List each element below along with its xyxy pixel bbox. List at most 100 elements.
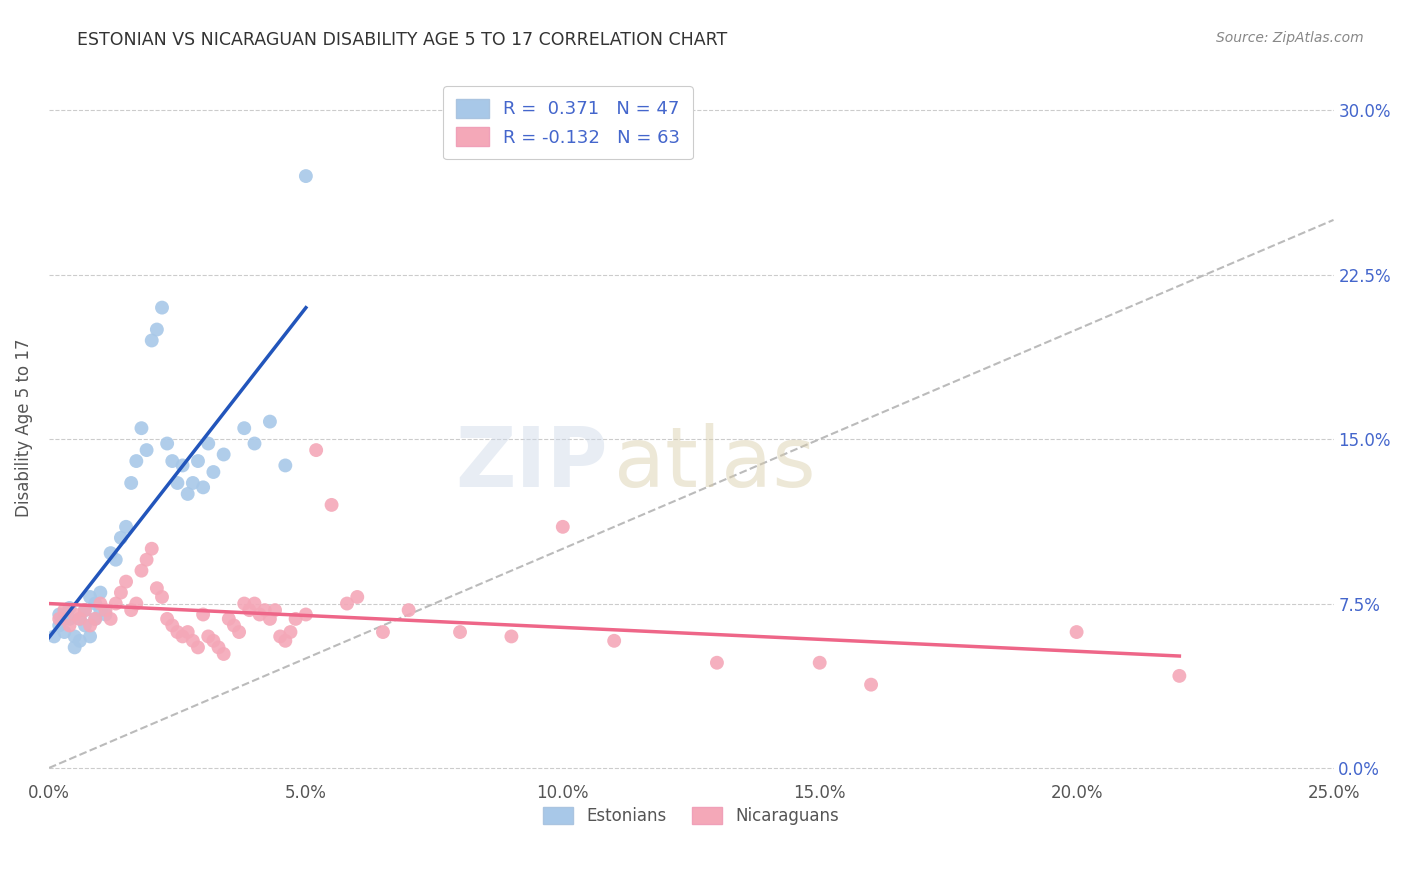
Point — [233, 421, 256, 435]
Point — [146, 581, 169, 595]
Point — [249, 607, 271, 622]
Point — [84, 597, 107, 611]
Point — [501, 629, 523, 643]
Point — [1066, 625, 1088, 640]
Point — [69, 612, 91, 626]
Point — [269, 629, 291, 643]
Point — [259, 415, 281, 429]
Point — [84, 612, 107, 626]
Point — [207, 640, 229, 655]
Point — [243, 436, 266, 450]
Point — [100, 612, 122, 626]
Point — [243, 597, 266, 611]
Point — [166, 625, 188, 640]
Y-axis label: Disability Age 5 to 17: Disability Age 5 to 17 — [15, 339, 32, 517]
Point — [53, 612, 76, 626]
Point — [177, 487, 200, 501]
Point — [860, 678, 883, 692]
Point — [181, 633, 204, 648]
Point — [305, 443, 328, 458]
Point — [295, 169, 318, 183]
Legend: Estonians, Nicaraguans: Estonians, Nicaraguans — [536, 799, 848, 834]
Point — [110, 531, 132, 545]
Point — [191, 480, 214, 494]
Point — [73, 603, 96, 617]
Point — [449, 625, 471, 640]
Point — [264, 603, 287, 617]
Point — [48, 618, 70, 632]
Point — [150, 301, 173, 315]
Point — [120, 603, 142, 617]
Point — [94, 603, 117, 617]
Point — [73, 618, 96, 632]
Point — [58, 618, 80, 632]
Point — [187, 640, 209, 655]
Point — [284, 612, 307, 626]
Point — [42, 629, 65, 643]
Point — [321, 498, 343, 512]
Point — [69, 612, 91, 626]
Point — [371, 625, 394, 640]
Point — [53, 625, 76, 640]
Point — [48, 607, 70, 622]
Point — [125, 454, 148, 468]
Point — [603, 633, 626, 648]
Point — [212, 647, 235, 661]
Point — [156, 612, 179, 626]
Point — [79, 618, 101, 632]
Text: ESTONIAN VS NICARAGUAN DISABILITY AGE 5 TO 17 CORRELATION CHART: ESTONIAN VS NICARAGUAN DISABILITY AGE 5 … — [77, 31, 727, 49]
Text: ZIP: ZIP — [456, 423, 607, 504]
Point — [156, 436, 179, 450]
Point — [202, 465, 225, 479]
Point — [135, 552, 157, 566]
Point — [63, 640, 86, 655]
Point — [280, 625, 302, 640]
Point — [187, 454, 209, 468]
Point — [141, 541, 163, 556]
Point — [191, 607, 214, 622]
Point — [197, 629, 219, 643]
Point — [146, 322, 169, 336]
Point — [398, 603, 420, 617]
Point — [346, 590, 368, 604]
Point — [228, 625, 250, 640]
Point — [58, 601, 80, 615]
Point — [177, 625, 200, 640]
Point — [181, 475, 204, 490]
Point — [197, 436, 219, 450]
Point — [706, 656, 728, 670]
Point — [551, 520, 574, 534]
Point — [63, 629, 86, 643]
Point — [89, 597, 111, 611]
Point — [79, 590, 101, 604]
Point — [69, 633, 91, 648]
Point — [53, 603, 76, 617]
Point — [89, 585, 111, 599]
Point — [150, 590, 173, 604]
Point — [89, 603, 111, 617]
Point — [79, 629, 101, 643]
Point — [274, 458, 297, 473]
Point — [110, 585, 132, 599]
Point — [233, 597, 256, 611]
Point — [172, 458, 194, 473]
Point — [135, 443, 157, 458]
Point — [100, 546, 122, 560]
Point — [58, 612, 80, 626]
Point — [295, 607, 318, 622]
Point — [336, 597, 359, 611]
Point — [115, 520, 138, 534]
Point — [162, 454, 184, 468]
Point — [125, 597, 148, 611]
Point — [141, 334, 163, 348]
Point — [120, 475, 142, 490]
Point — [48, 612, 70, 626]
Point — [166, 475, 188, 490]
Point — [131, 564, 153, 578]
Text: atlas: atlas — [614, 423, 815, 504]
Point — [808, 656, 831, 670]
Point — [104, 597, 127, 611]
Point — [84, 612, 107, 626]
Point — [202, 633, 225, 648]
Point — [73, 603, 96, 617]
